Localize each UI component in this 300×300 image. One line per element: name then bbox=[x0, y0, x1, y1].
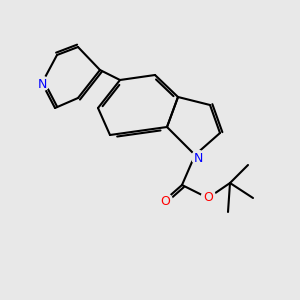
Text: O: O bbox=[203, 191, 213, 204]
Text: O: O bbox=[160, 195, 170, 208]
Text: N: N bbox=[37, 78, 47, 91]
Text: N: N bbox=[193, 152, 203, 165]
